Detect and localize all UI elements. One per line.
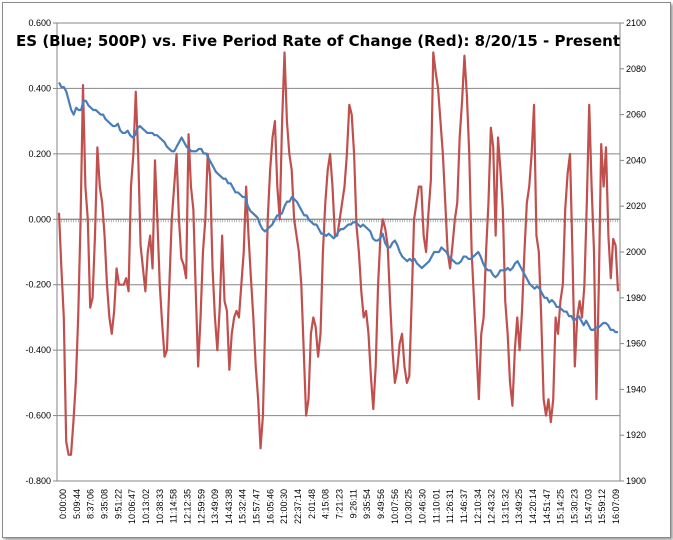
x-tick-label: 0:00:00 — [58, 489, 68, 519]
x-tick-label: 10:30:25 — [404, 489, 414, 524]
x-tick-label: 10:46:30 — [417, 489, 427, 524]
right-tick-label: 2100 — [626, 18, 646, 28]
x-tick-label: 21:00:30 — [279, 489, 289, 524]
right-tick-label: 2060 — [626, 110, 646, 120]
x-tick-label: 10:07:56 — [390, 489, 400, 524]
x-tick-label: 7:21:23 — [335, 489, 345, 519]
x-tick-label: 8:37:06 — [86, 489, 96, 519]
x-tick-label: 14:43:38 — [224, 489, 234, 524]
x-tick-label: 9:35:54 — [362, 489, 372, 519]
right-y-axis: 1900 1920 1940 1960 1980 2000 2020 2040 2060 2080… — [620, 18, 646, 486]
right-tick-label: 2040 — [626, 155, 646, 165]
x-tick-label: 16:07:09 — [611, 489, 621, 524]
es-series-line — [58, 82, 618, 334]
left-tick-label: 0.200 — [28, 149, 51, 159]
x-tick-label: 11:26:31 — [445, 489, 455, 523]
x-tick-label: 15:59:12 — [597, 489, 607, 524]
left-tick-label: -0.400 — [25, 345, 51, 355]
right-tick-label: 2000 — [626, 247, 646, 257]
left-tick-label: 0.000 — [28, 214, 51, 224]
right-tick-label: 2020 — [626, 201, 646, 211]
x-tick-label: 15:32:44 — [238, 489, 248, 524]
x-tick-label: 10:13:02 — [141, 489, 151, 524]
left-tick-label: -0.800 — [25, 476, 51, 486]
left-tick-label: 0.600 — [28, 18, 51, 28]
left-y-axis: -0.800 -0.600 -0.400 -0.200 0.000 0.200 0.400 0… — [25, 18, 57, 486]
x-tick-label: 9:35:08 — [99, 489, 109, 519]
right-tick-label: 1940 — [626, 384, 646, 394]
left-tick-label: 0.400 — [28, 83, 51, 93]
right-tick-label: 2080 — [626, 64, 646, 74]
x-tick-label: 10:06:47 — [127, 489, 137, 524]
x-axis-labels: 0:00:00 5:09:44 8:37:06 9:35:08 9:51:22 10:06… — [58, 489, 621, 524]
roc-series-line — [57, 51, 620, 456]
x-tick-label: 15:47:03 — [583, 489, 593, 524]
x-tick-label: 11:46:37 — [459, 489, 469, 523]
x-tick-label: 14:20:14 — [528, 489, 538, 524]
x-tick-label: 5:09:44 — [72, 489, 82, 519]
chart-title: ES (Blue; 500P) vs. Five Period Rate of … — [16, 32, 620, 50]
x-tick-label: 12:12:35 — [182, 489, 192, 524]
x-tick-label: 11:10:01 — [431, 489, 441, 523]
right-tick-label: 1900 — [626, 476, 646, 486]
right-tick-label: 1960 — [626, 339, 646, 349]
gridlines — [57, 87, 620, 417]
x-tick-label: 9:26:11 — [348, 489, 358, 518]
x-tick-label: 15:14:25 — [556, 489, 566, 524]
x-tick-label: 9:51:22 — [113, 489, 123, 519]
right-tick-label: 1980 — [626, 293, 646, 303]
right-tick-label: 1920 — [626, 430, 646, 440]
x-tick-label: 22:37:14 — [293, 489, 303, 524]
left-tick-label: -0.600 — [25, 411, 51, 421]
left-tick-label: -0.200 — [25, 280, 51, 290]
x-tick-label: 13:49:09 — [210, 489, 220, 524]
x-tick-label: 13:49:25 — [514, 489, 524, 524]
line-chart: -0.800 -0.600 -0.400 -0.200 0.000 0.200 0.400 0… — [16, 18, 646, 524]
x-tick-label: 12:43:32 — [487, 489, 497, 524]
x-tick-label: 15:57:47 — [252, 489, 262, 524]
x-tick-label: 13:15:32 — [500, 489, 510, 524]
x-tick-label: 14:51:47 — [542, 489, 552, 524]
x-tick-label: 4:15:08 — [321, 489, 331, 519]
x-tick-label: 16:05:46 — [265, 489, 275, 524]
x-tick-label: 12:59:59 — [196, 489, 206, 524]
x-tick-label: 2:01:48 — [307, 489, 317, 519]
x-tick-label: 10:38:33 — [155, 489, 165, 524]
x-tick-label: 15:30:23 — [570, 489, 580, 524]
x-tick-label: 11:14:58 — [169, 489, 179, 523]
x-tick-label: 12:10:34 — [473, 489, 483, 524]
x-tick-label: 9:49:56 — [376, 489, 386, 519]
series-group — [57, 51, 620, 456]
